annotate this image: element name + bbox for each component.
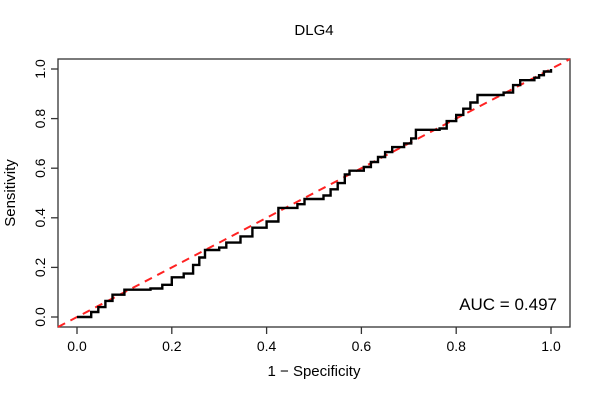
tick-label: 0.0 — [67, 338, 87, 354]
x-axis-label: 1 − Specificity — [268, 363, 361, 380]
y-axis-label: Sensitivity — [2, 159, 19, 227]
tick-label: 0.2 — [32, 257, 48, 277]
chart-title: DLG4 — [294, 22, 333, 39]
tick-label: 0.6 — [32, 158, 48, 178]
tick-label: 1.0 — [32, 59, 48, 79]
tick-label: 0.8 — [446, 338, 466, 354]
tick-label: 1.0 — [541, 338, 561, 354]
plot-border — [57, 58, 571, 328]
x-axis-ticks: 0.0 0.2 0.4 0.6 0.8 1.0 — [67, 327, 561, 354]
tick-label: 0.4 — [32, 208, 48, 228]
tick-label: 0.6 — [352, 338, 372, 354]
tick-label: 0.4 — [257, 338, 277, 354]
roc-curve-line — [77, 69, 553, 319]
chance-diagonal-line — [57, 58, 571, 328]
tick-label: 0.8 — [32, 109, 48, 129]
y-axis-ticks: 0.0 0.2 0.4 0.6 0.8 1.0 — [32, 59, 58, 327]
auc-annotation: AUC = 0.497 — [459, 295, 557, 314]
tick-label: 0.0 — [32, 307, 48, 327]
tick-label: 0.2 — [162, 338, 182, 354]
